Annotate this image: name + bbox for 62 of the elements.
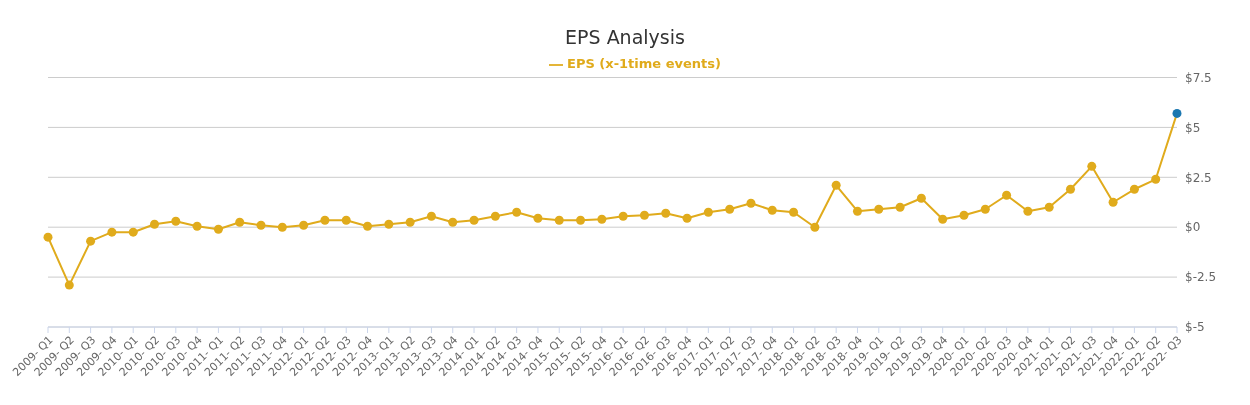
point (746, 198, 756, 208)
point (150, 219, 160, 229)
point (128, 227, 138, 237)
point (192, 221, 202, 231)
point (299, 220, 309, 230)
point (1129, 184, 1139, 194)
point (512, 207, 522, 217)
y-tick-label: $-2.5 (1185, 270, 1217, 285)
point (1172, 108, 1182, 118)
point (725, 204, 735, 214)
point (64, 280, 74, 290)
point (576, 215, 586, 225)
point (320, 215, 330, 225)
point (554, 215, 564, 225)
point (661, 208, 671, 218)
y-tick-label: $-5 (1185, 320, 1205, 335)
point (277, 222, 287, 232)
point (895, 202, 905, 212)
point (235, 217, 245, 227)
point (597, 214, 607, 224)
point (959, 210, 969, 220)
point (810, 222, 820, 232)
point (980, 204, 990, 214)
point (1065, 184, 1075, 194)
chart-title: EPS Analysis (564, 25, 686, 50)
point (703, 207, 713, 217)
point (256, 220, 266, 230)
point (405, 217, 415, 227)
point (874, 204, 884, 214)
point (1002, 190, 1012, 200)
y-tick-label: $7.5 (1185, 70, 1212, 85)
point (618, 211, 628, 221)
point (831, 180, 841, 190)
point (916, 193, 926, 203)
point (1087, 161, 1097, 171)
point (384, 219, 394, 229)
point (43, 232, 53, 242)
point (469, 215, 479, 225)
point (426, 211, 436, 221)
point (1108, 197, 1118, 207)
point (86, 236, 96, 246)
point (1044, 202, 1054, 212)
point (213, 224, 223, 234)
y-tick-label: $5 (1185, 120, 1201, 135)
point (533, 213, 543, 223)
point (767, 205, 777, 215)
point (938, 214, 948, 224)
point (639, 210, 649, 220)
y-tick-label: $2.5 (1185, 170, 1212, 185)
point (789, 207, 799, 217)
point (490, 211, 500, 221)
point (107, 227, 117, 237)
point (682, 213, 692, 223)
point (341, 215, 351, 225)
point (1023, 206, 1033, 216)
y-tick-label: $0 (1185, 220, 1201, 235)
point (171, 216, 181, 226)
point (852, 206, 862, 216)
point (363, 221, 373, 231)
legend-label: EPS (x-1time events) (567, 56, 721, 71)
point (1151, 174, 1161, 184)
point (448, 217, 458, 227)
